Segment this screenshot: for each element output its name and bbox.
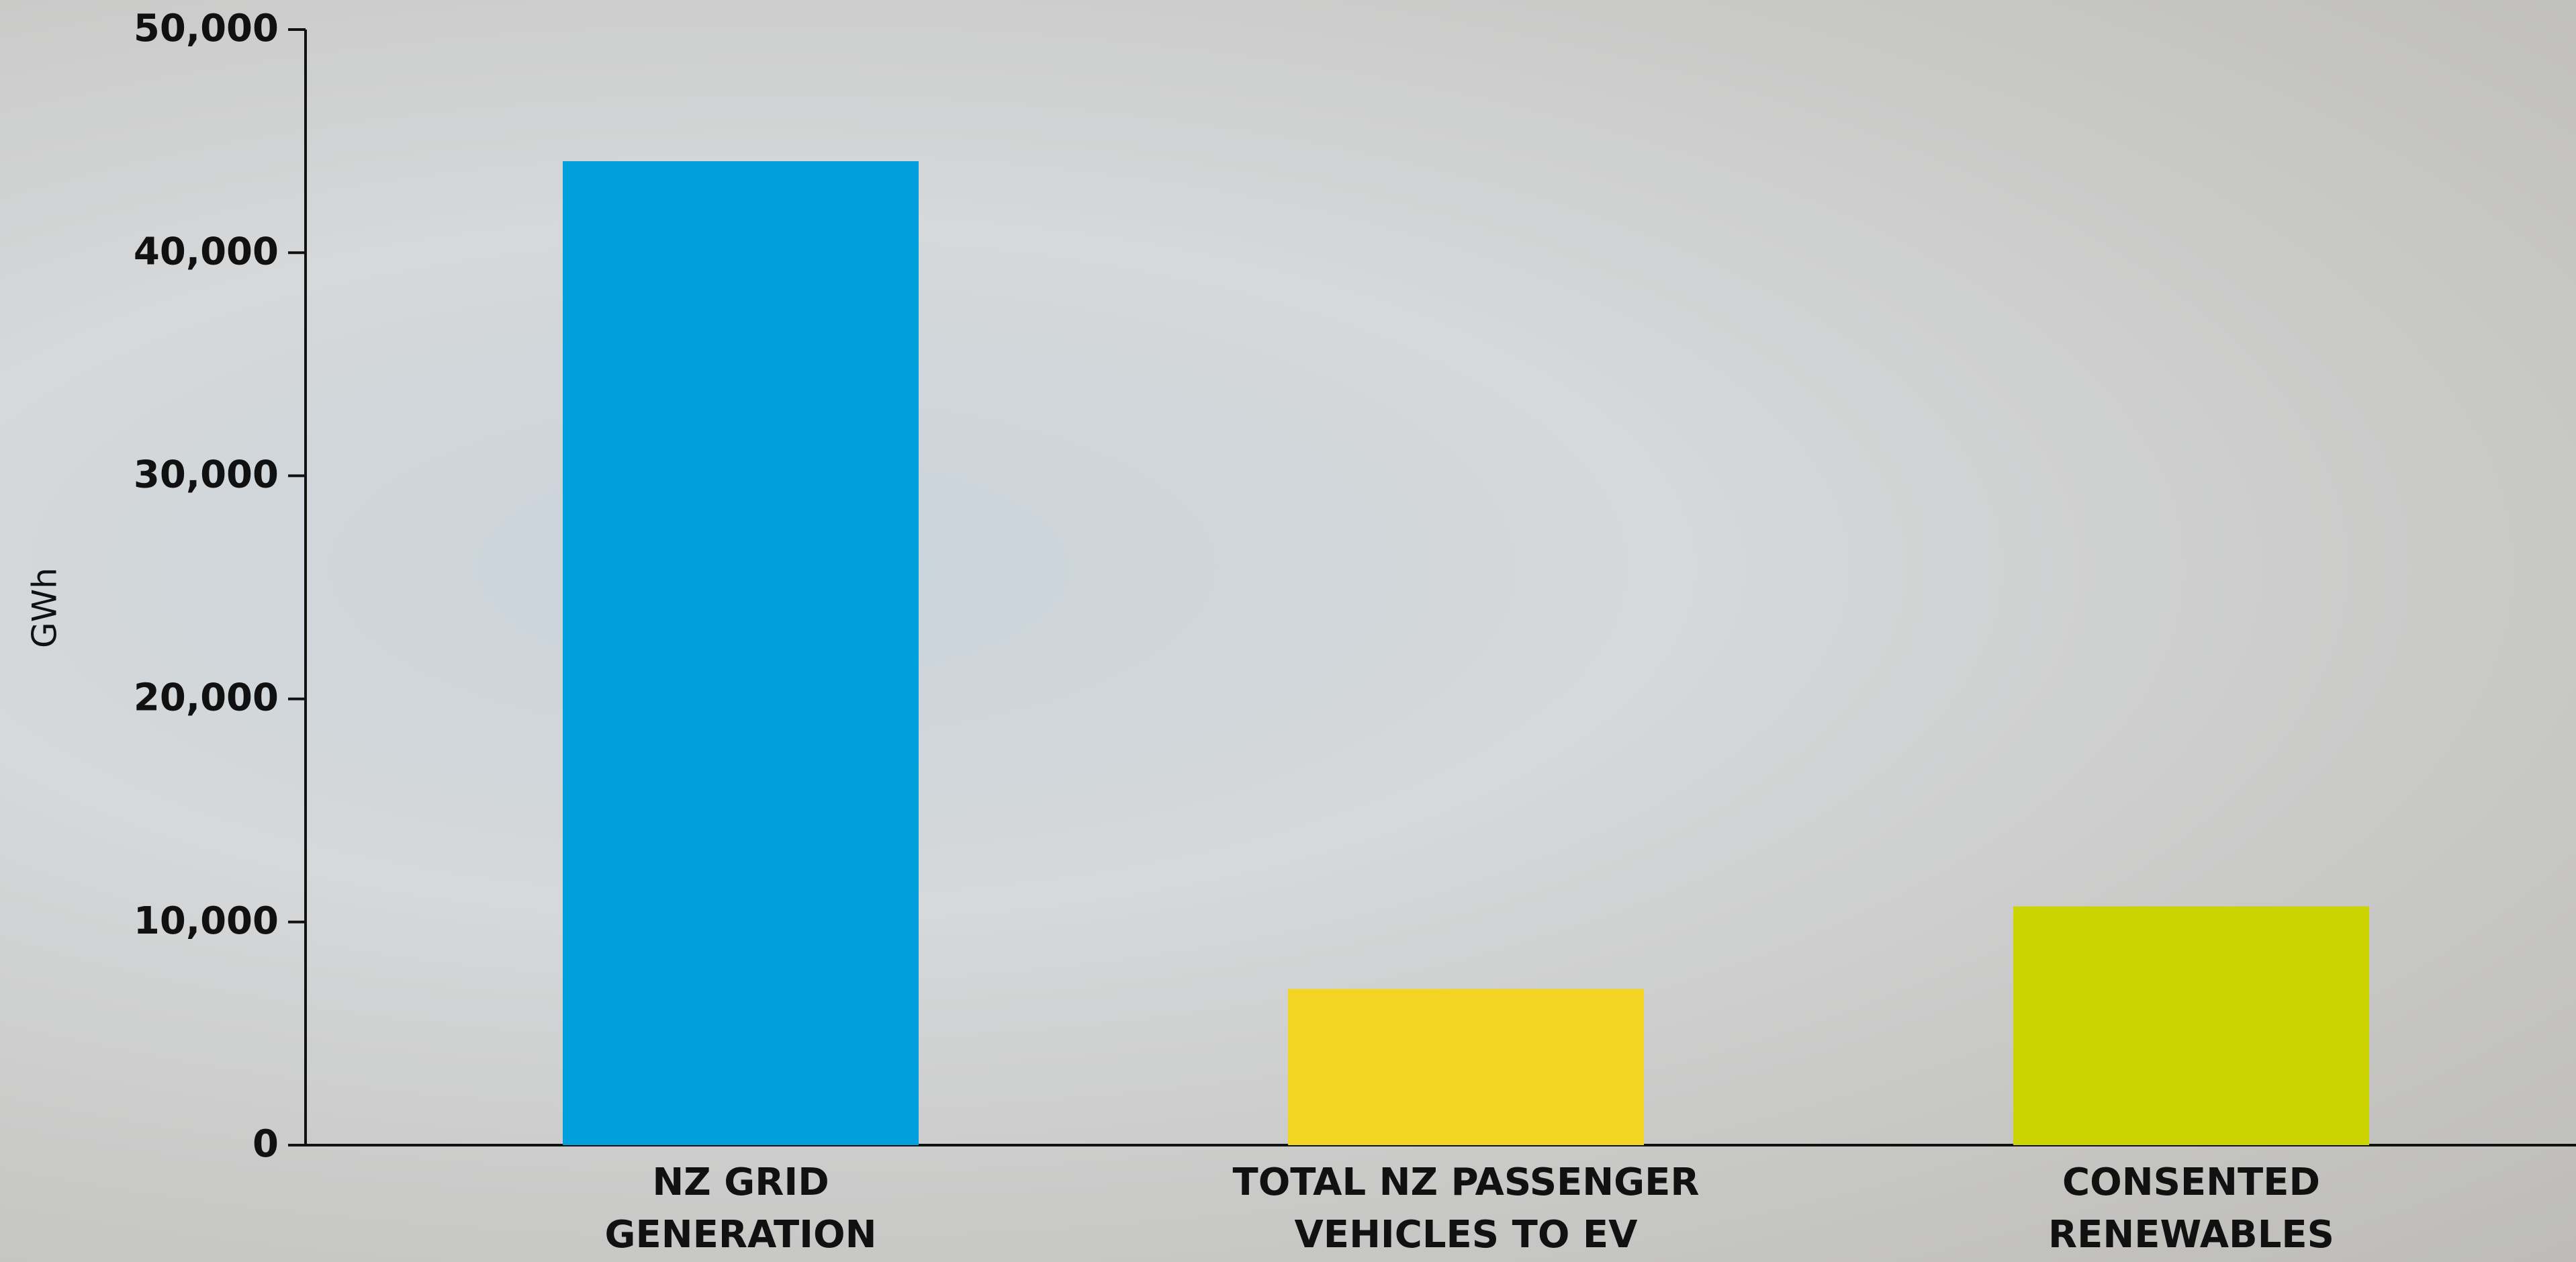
y-tick-label: 50,000 [134,7,279,50]
chart: GWh 0 10,000 20,000 30,000 40,000 50,000 [0,0,2576,1262]
y-axis-label: GWh [26,568,64,648]
x-tick-label: TOTAL NZ PASSENGER VEHICLES TO EV [1130,1157,1802,1261]
bar [563,161,919,1145]
bar [1288,989,1644,1145]
y-tick-label: 40,000 [134,230,279,273]
x-tick-label: NZ GRID GENERATION [405,1157,1076,1261]
bar [2013,907,2369,1145]
y-tick-label: 30,000 [134,453,279,497]
page: GWh 0 10,000 20,000 30,000 40,000 50,000 NZ G… [0,0,2576,1262]
y-tick-label: 20,000 [134,676,279,720]
y-tick-label: 10,000 [134,899,279,943]
y-tick-label: 0 [252,1122,279,1166]
x-tick-label: CONSENTED RENEWABLES [1855,1157,2527,1261]
